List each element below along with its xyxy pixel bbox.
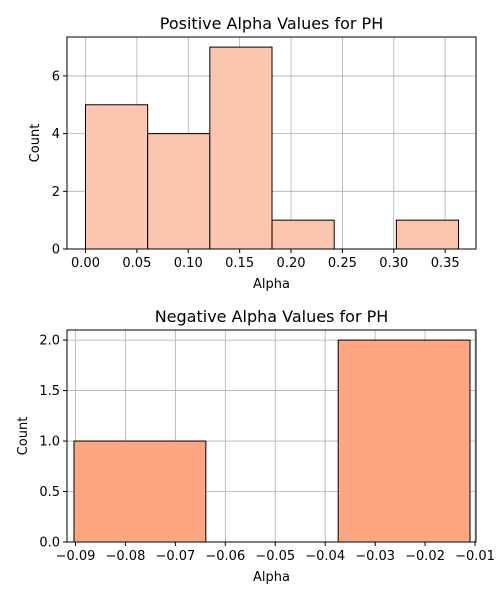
y-tick-label: 1.0 [39, 435, 60, 450]
y-tick-label: 1.5 [39, 384, 60, 399]
y-tick-label: 2.0 [39, 334, 60, 349]
histogram-bar [395, 219, 460, 250]
axes-frame [66, 36, 477, 250]
chart-positive: 0.00 0.05 0.10 0.15 0.20 0.25 0.30 0.35 0 2 4 6 Posi… [28, 14, 477, 292]
y-axis-label: Count [16, 417, 31, 456]
axes-frame [66, 329, 477, 543]
x-tick-label: −0.02 [405, 549, 445, 564]
y-tick-label: 0.5 [39, 485, 60, 500]
x-axis-label: Alpha [253, 570, 290, 585]
x-tick-label: −0.06 [205, 549, 245, 564]
x-tick-label: −0.04 [305, 549, 345, 564]
x-tick-label: 0.30 [379, 256, 408, 271]
chart-title: Positive Alpha Values for PH [160, 14, 383, 33]
y-tick-label: 4 [52, 127, 60, 142]
histogram-bar [73, 440, 207, 543]
x-tick-label: 0.05 [122, 256, 151, 271]
histogram-bar [271, 219, 335, 250]
x-tick-label: −0.07 [155, 549, 195, 564]
x-tick-label: 0.00 [71, 256, 100, 271]
y-tick-label: 0.0 [39, 536, 60, 551]
histogram-bar [209, 46, 273, 250]
histogram-bar [84, 104, 149, 250]
x-tick-label: −0.01 [455, 549, 495, 564]
x-tick-label: 0.35 [431, 256, 460, 271]
y-tick-label: 6 [52, 69, 60, 84]
x-tick-label: −0.08 [106, 549, 146, 564]
chart-title: Negative Alpha Values for PH [155, 307, 389, 326]
x-tick-label: −0.09 [56, 549, 96, 564]
x-tick-label: 0.25 [328, 256, 357, 271]
x-tick-label: 0.20 [277, 256, 306, 271]
x-axis-label: Alpha [253, 277, 290, 292]
y-tick-label: 0 [52, 243, 60, 258]
x-tick-label: −0.05 [255, 549, 295, 564]
x-tick-label: −0.03 [355, 549, 395, 564]
y-tick-label: 2 [52, 185, 60, 200]
x-tick-label: 0.10 [174, 256, 203, 271]
histogram-bar [337, 339, 471, 543]
x-tick-label: 0.15 [225, 256, 254, 271]
histogram-bar [147, 133, 211, 250]
chart-negative: −0.09 −0.08 −0.07 −0.06 −0.05 −0.04 −0.03 −0.02… [16, 307, 495, 585]
y-axis-label: Count [28, 124, 43, 163]
